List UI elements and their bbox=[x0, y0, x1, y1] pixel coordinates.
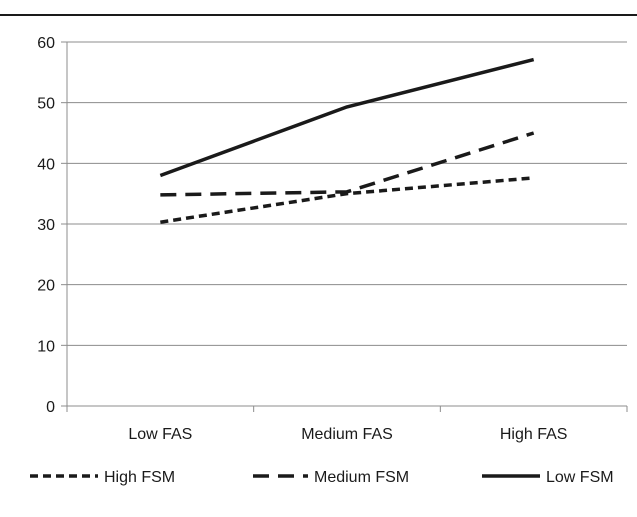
y-tick-labels: 0 10 20 30 40 50 60 bbox=[37, 35, 55, 416]
series-line-medium-fsm bbox=[160, 131, 535, 197]
series-lines bbox=[159, 57, 535, 224]
y-tick-label: 60 bbox=[37, 35, 55, 52]
y-tick-label: 50 bbox=[37, 96, 55, 113]
y-tick-label: 0 bbox=[46, 399, 55, 416]
y-tick-label: 10 bbox=[37, 338, 55, 355]
top-border bbox=[0, 14, 637, 16]
y-tick-label: 30 bbox=[37, 217, 55, 234]
legend-label-medium-fsm: Medium FSM bbox=[314, 469, 409, 486]
series-line-low-fsm bbox=[159, 57, 535, 178]
x-tick-label: Medium FAS bbox=[301, 426, 393, 443]
y-tick-label: 40 bbox=[37, 156, 55, 173]
x-tick-labels: Low FAS Medium FAS High FAS bbox=[128, 426, 567, 443]
axes bbox=[61, 41, 628, 412]
gridlines bbox=[67, 41, 627, 346]
series-line-high-fsm bbox=[160, 176, 534, 224]
x-tick-label: High FAS bbox=[500, 426, 568, 443]
legend-label-high-fsm: High FSM bbox=[104, 469, 175, 486]
legend: High FSM Medium FSM Low FSM bbox=[30, 469, 614, 486]
y-tick-label: 20 bbox=[37, 278, 55, 295]
x-tick-label: Low FAS bbox=[128, 426, 192, 443]
legend-label-low-fsm: Low FSM bbox=[546, 469, 614, 486]
